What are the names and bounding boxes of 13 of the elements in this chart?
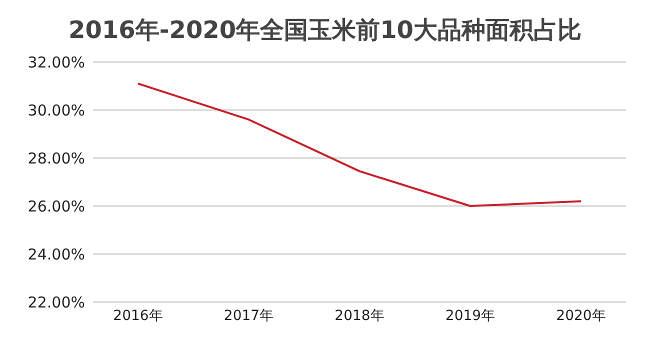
y-tick-label: 30.00% (28, 101, 85, 120)
x-tick-label: 2020年 (556, 308, 606, 324)
y-tick-label: 26.00% (28, 197, 85, 216)
y-tick-label: 32.00% (28, 53, 85, 72)
y-tick-label: 24.00% (28, 245, 85, 264)
y-tick-label: 22.00% (28, 293, 85, 312)
chart-title: 2016年-2020年全国玉米前10大品种面积占比 (68, 15, 582, 46)
x-tick-label: 2017年 (224, 308, 274, 324)
x-tick-label: 2018年 (334, 308, 384, 324)
x-tick-label: 2019年 (445, 308, 496, 324)
line-series (137, 82, 582, 207)
x-tick-label: 2016年 (113, 308, 163, 324)
y-tick-label: 28.00% (28, 149, 85, 168)
